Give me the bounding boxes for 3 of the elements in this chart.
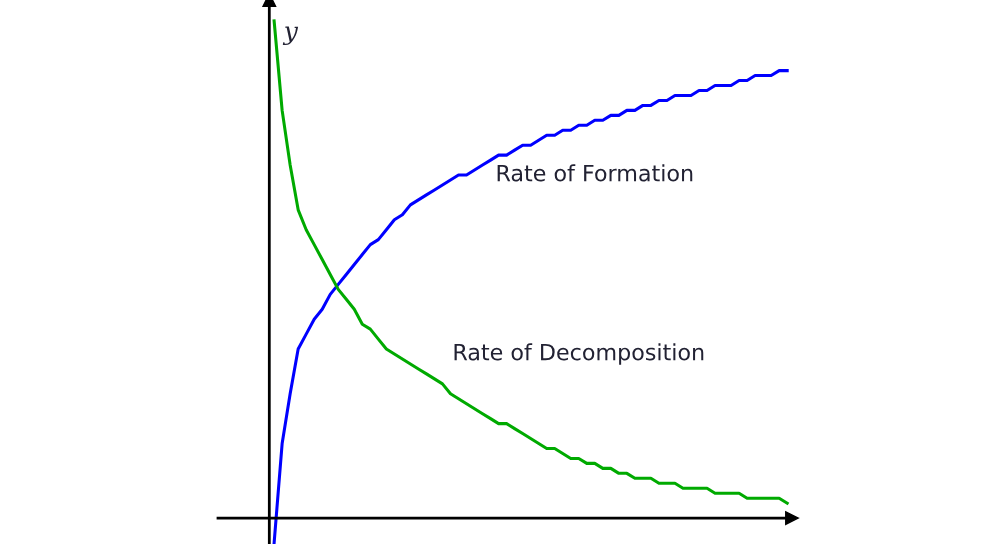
series-label: Rate of Decomposition (454, 343, 704, 365)
y-axis-title: y (282, 26, 299, 46)
series-label: Rate of Formation (497, 164, 693, 182)
